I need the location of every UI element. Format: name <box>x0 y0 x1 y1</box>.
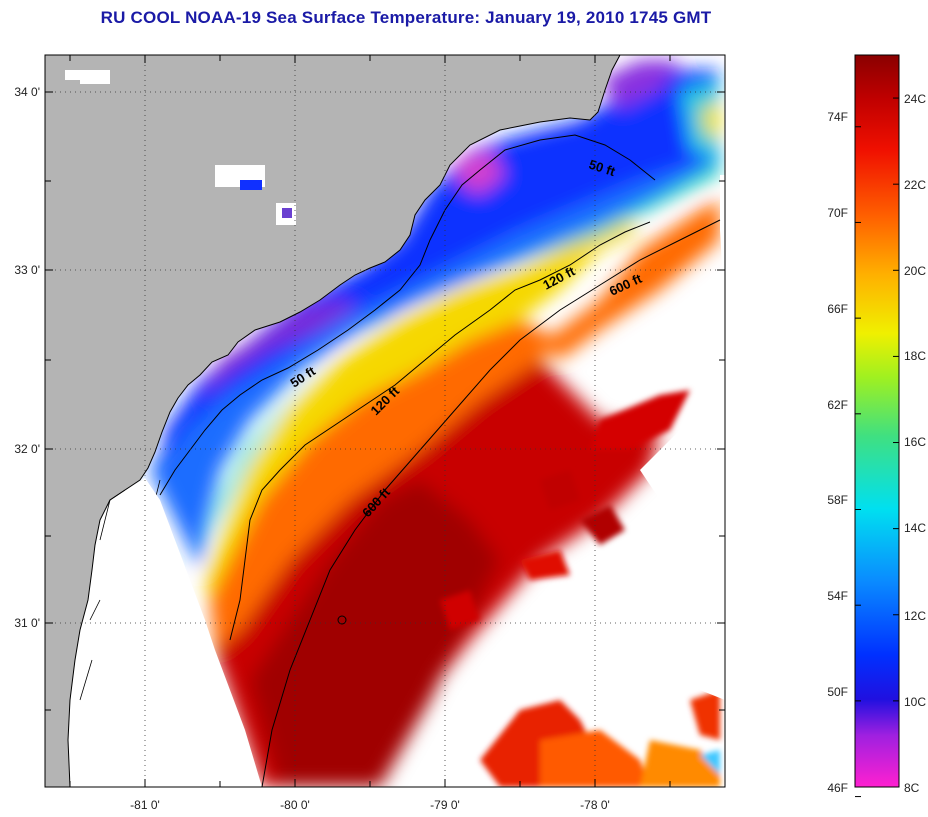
cloud-gap <box>640 175 725 700</box>
f-tick-label: 66F <box>827 302 848 316</box>
swath-edge <box>70 478 262 787</box>
c-tick-label: 8C <box>904 781 920 795</box>
lat-tick-label: 33 0' <box>14 263 40 277</box>
lon-tick-label: -80 0' <box>280 798 310 812</box>
f-tick-label: 54F <box>827 589 848 603</box>
map-frame <box>44 54 726 788</box>
lat-tick-label: 32 0' <box>14 442 40 456</box>
f-tick-label: 70F <box>827 206 848 220</box>
colorbar-gradient <box>854 54 900 788</box>
lat-tick-label: 31 0' <box>14 616 40 630</box>
c-tick-label: 18C <box>904 349 926 363</box>
land-mass <box>45 55 620 787</box>
lon-tick-label: -78 0' <box>580 798 610 812</box>
longitude-labels: -81 0' -80 0' -79 0' -78 0' <box>130 798 610 812</box>
map-title: RU COOL NOAA-19 Sea Surface Temperature:… <box>100 8 712 27</box>
bathymetry-contours <box>159 134 721 787</box>
f-tick-label: 58F <box>827 493 848 507</box>
sst-map: 50 ft 120 ft 600 ft 50 ft 120 ft 600 ft <box>14 54 726 812</box>
lat-tick-label: 34 0' <box>14 85 40 99</box>
contour-50ft <box>159 134 656 496</box>
graticule <box>45 55 725 787</box>
colorbar-ticks <box>855 97 899 798</box>
c-tick-label: 12C <box>904 609 926 623</box>
f-tick-label: 50F <box>827 685 848 699</box>
f-tick-label: 46F <box>827 781 848 795</box>
contour-600ft <box>261 219 721 787</box>
c-tick-label: 16C <box>904 435 926 449</box>
lon-tick-label: -79 0' <box>430 798 460 812</box>
c-tick-label: 22C <box>904 178 926 192</box>
fahrenheit-labels: 74F 70F 66F 62F 58F 54F 50F 46F <box>827 110 848 795</box>
c-tick-label: 20C <box>904 264 926 278</box>
f-tick-label: 62F <box>827 398 848 412</box>
f-tick-label: 74F <box>827 110 848 124</box>
tick-marks <box>45 55 725 787</box>
c-tick-label: 14C <box>904 521 926 535</box>
c-tick-label: 10C <box>904 695 926 709</box>
c-tick-label: 24C <box>904 92 926 106</box>
coastline <box>67 55 621 787</box>
celsius-labels: 24C 22C 20C 18C 16C 14C 12C 10C 8C <box>904 92 926 795</box>
lon-tick-label: -81 0' <box>130 798 160 812</box>
contour-120ft <box>229 221 651 641</box>
latitude-labels: 34 0' 33 0' 32 0' 31 0' <box>14 85 40 630</box>
